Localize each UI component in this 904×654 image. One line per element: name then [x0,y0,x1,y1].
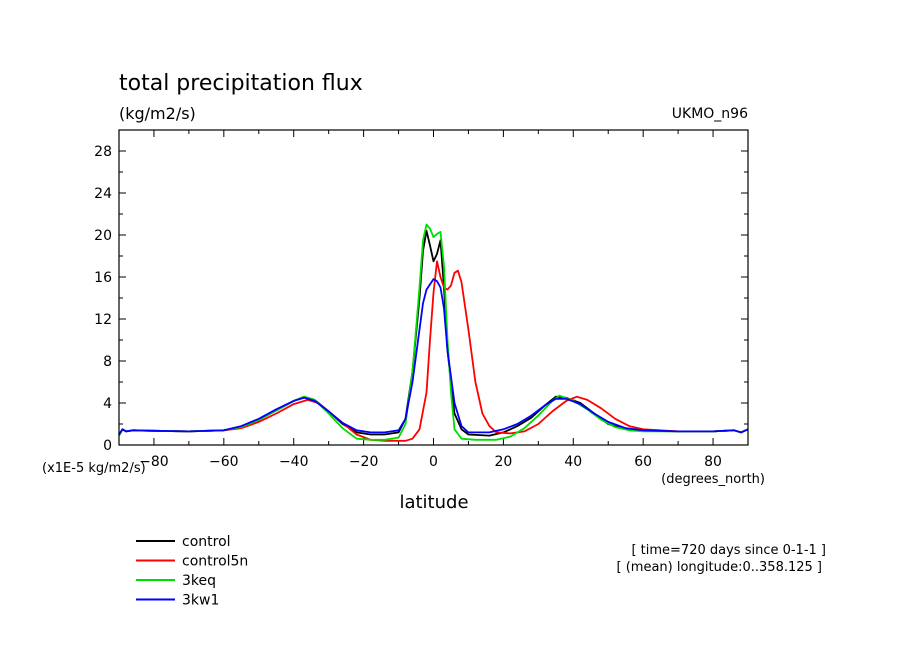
y-axis-ticks: 0 4 8 12 16 20 24 28 [94,129,748,454]
y-tick-label: 4 [103,396,112,412]
legend-label-3kw1: 3kw1 [182,593,219,609]
chart-subtitle: (kg/m2/s) [119,104,196,123]
x-axis-label: latitude [399,492,468,513]
series-line-control [118,229,749,437]
y-tick-label: 20 [94,228,112,244]
y-tick-label: 12 [94,312,112,328]
series-line-control5n [118,260,749,442]
chart-title: total precipitation flux [119,71,363,96]
x-tick-label: −20 [349,454,379,470]
legend-label-control: control [182,534,231,550]
series-line-3keq [118,223,749,441]
x-tick-label: −60 [209,454,239,470]
legend-label-control5n: control5n [182,554,248,570]
x-units-label: (degrees_north) [661,472,765,487]
annotation-longitude: [ (mean) longitude:0..358.125 ] [617,560,822,575]
y-units-label: (x1E-5 kg/m2/s) [42,461,146,476]
x-axis-ticks: −80 −60 −40 −20 0 20 40 60 80 [118,130,749,470]
y-tick-label: 8 [103,354,112,370]
x-tick-label: 80 [704,454,722,470]
plot-frame [118,129,749,446]
y-tick-label: 0 [103,438,112,454]
series-lines [118,223,749,442]
y-tick-label: 28 [94,144,112,160]
x-tick-label: −80 [139,454,169,470]
x-tick-label: 20 [494,454,512,470]
x-tick-label: 0 [429,454,438,470]
legend: control control5n 3keq 3kw1 [136,534,248,609]
x-tick-label: 40 [564,454,582,470]
x-tick-label: 60 [634,454,652,470]
model-label: UKMO_n96 [672,106,748,122]
legend-label-3keq: 3keq [182,573,216,589]
annotation-time: [ time=720 days since 0-1-1 ] [631,543,826,558]
series-line-3kw1 [118,278,749,436]
x-tick-label: −40 [279,454,309,470]
y-tick-label: 16 [94,270,112,286]
y-tick-label: 24 [94,186,112,202]
